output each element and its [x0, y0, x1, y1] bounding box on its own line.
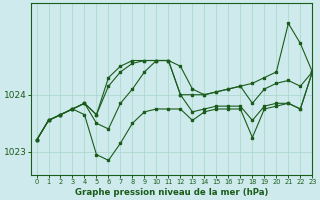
X-axis label: Graphe pression niveau de la mer (hPa): Graphe pression niveau de la mer (hPa) — [75, 188, 268, 197]
